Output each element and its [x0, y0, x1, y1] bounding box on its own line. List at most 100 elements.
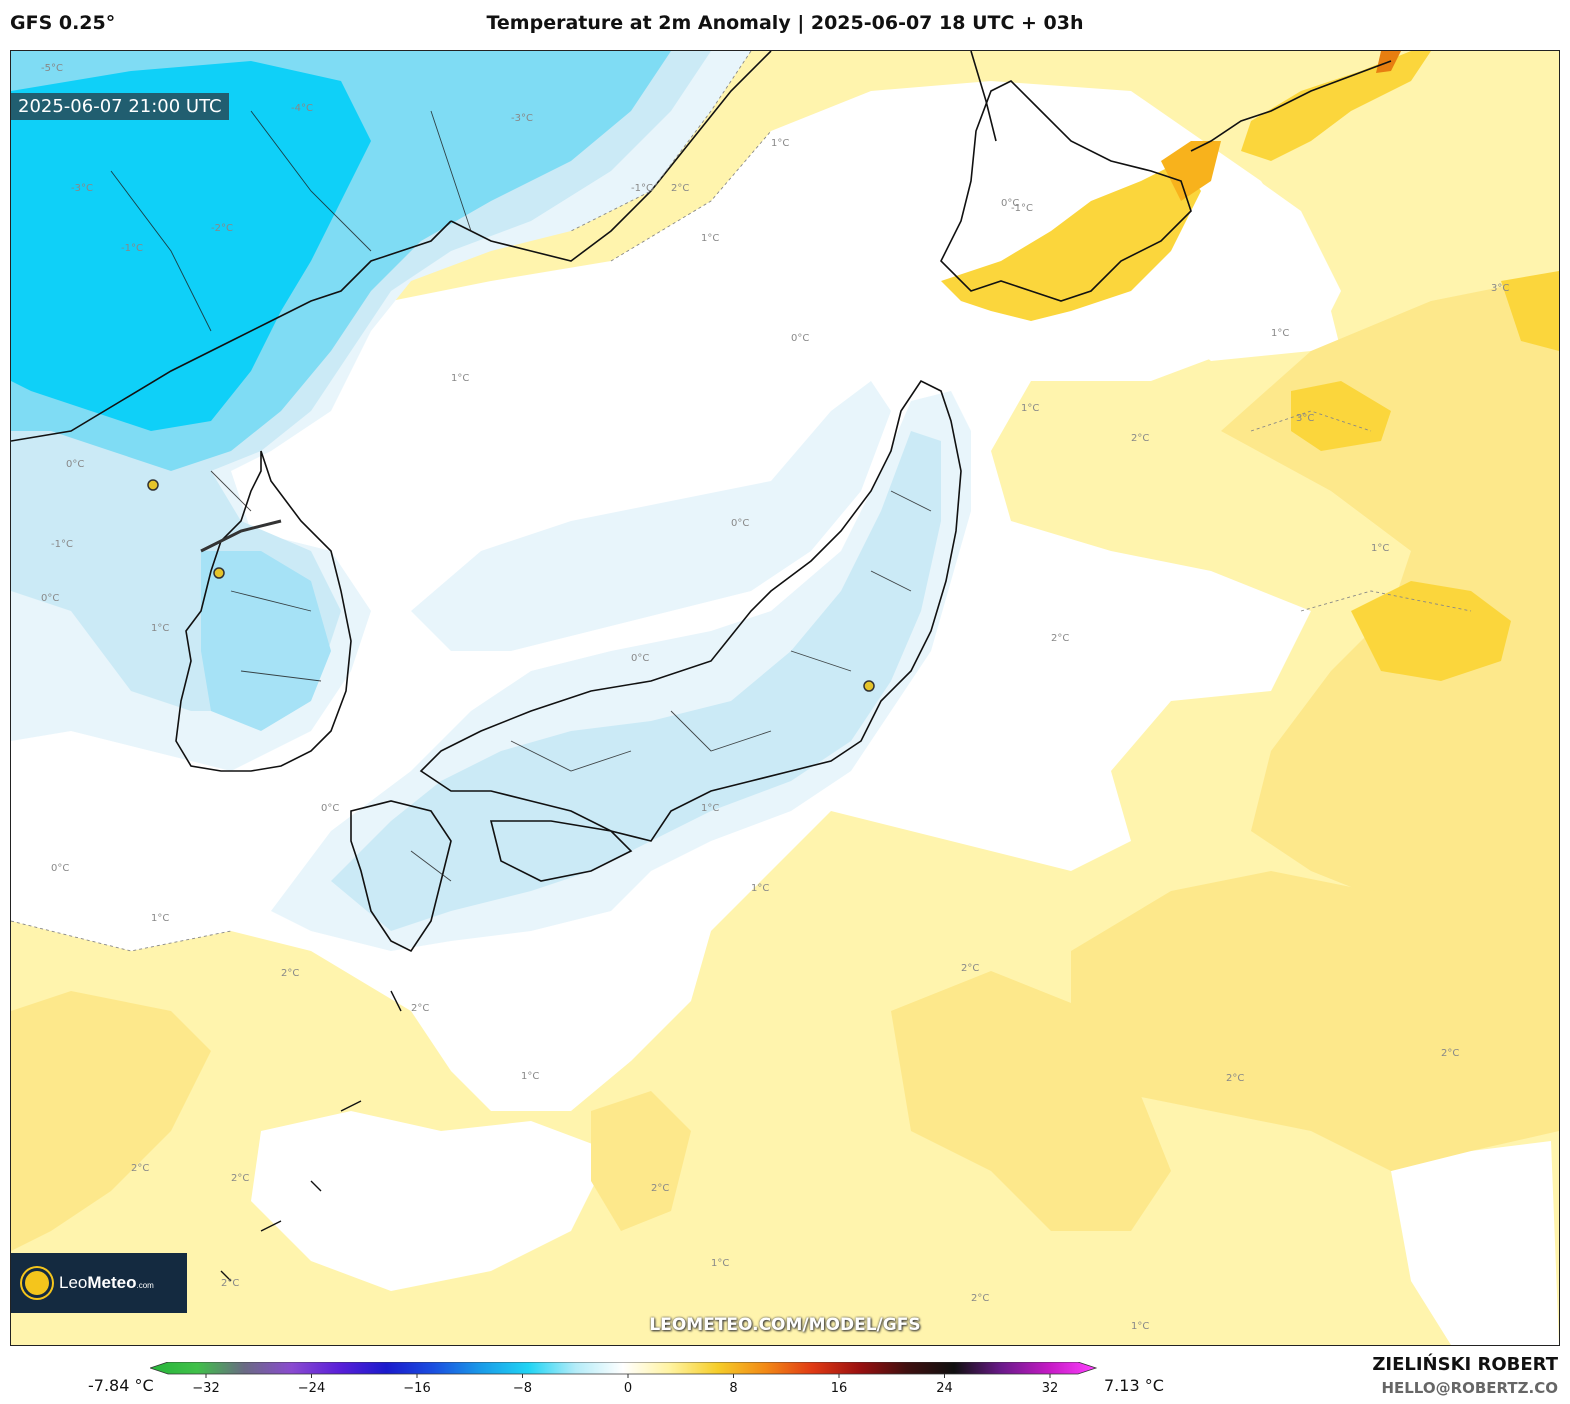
colorbar: −32 −24 −16 −8 0 8 16 24 32 [150, 1362, 1098, 1396]
shikoku-kyushu-coastline [350, 800, 633, 953]
contour-lines [11, 51, 1472, 952]
warm-patch-south-center [891, 971, 1171, 1231]
contour-label: 2°C [651, 1183, 669, 1194]
author-email[interactable]: HELLO@ROBERTZ.CO [1381, 1379, 1558, 1397]
contour-label: 1°C [701, 233, 719, 244]
contour-label: -3°C [71, 183, 93, 194]
warm-patch-southwest [11, 991, 211, 1251]
contour-label: 2°C [1051, 633, 1069, 644]
contour-label: 2°C [971, 1293, 989, 1304]
contour-label: 1°C [521, 1071, 539, 1082]
contour-label: 1°C [151, 623, 169, 634]
contour-label: -1°C [631, 183, 653, 194]
contour-label: 0°C [41, 593, 59, 604]
contour-label: 1°C [751, 883, 769, 894]
honshu-coastline [419, 379, 962, 842]
contour-label: 1°C [1271, 328, 1289, 339]
valid-time-label: 2025-06-07 21:00 UTC [11, 93, 229, 120]
contour-label: 1°C [1021, 403, 1039, 414]
admin-borders [110, 110, 932, 882]
cold-strong-zone [11, 61, 371, 431]
contour-label: 2°C [231, 1173, 249, 1184]
contour-label: -3°C [511, 113, 533, 124]
colorbar-tick-label: 8 [729, 1381, 737, 1396]
logo-prefix: Leo [59, 1273, 88, 1292]
warm-patch-east [1221, 281, 1559, 931]
logo-text: LeoMeteo.com [59, 1273, 154, 1293]
map-frame[interactable]: -5°C -4°C -3°C -1°C -2°C -3°C -1°C 2°C 1°C 1°C 1°C… [10, 50, 1560, 1346]
city-pyongyang[interactable] [147, 479, 159, 491]
contour-label: -1°C [1011, 203, 1033, 214]
city-tokyo[interactable] [863, 680, 875, 692]
warm-patch-far-east [1501, 271, 1559, 351]
mainland-coastline [450, 51, 772, 262]
contour-label: -4°C [291, 103, 313, 114]
contour-label: 2°C [281, 968, 299, 979]
warm-patch-south-small [591, 1091, 691, 1231]
colorbar-tick-label: 0 [624, 1381, 632, 1396]
contour-label: 1°C [1131, 1321, 1149, 1332]
contour-label: 2°C [1131, 433, 1149, 444]
contour-labels: -5°C -4°C -3°C -1°C -2°C -3°C -1°C 2°C 1°C 1°C 1°C… [41, 63, 1509, 1332]
warm-patch-southeast [1071, 871, 1559, 1171]
sakhalin-coastline [970, 51, 997, 142]
contour-label: 2°C [131, 1163, 149, 1174]
kuril-coastline [1190, 60, 1392, 152]
contour-label: 2°C [1226, 1073, 1244, 1084]
contour-label: 2°C [1441, 1048, 1459, 1059]
contour-label: 2°C [221, 1278, 239, 1289]
contour-label: -5°C [41, 63, 63, 74]
warm-patch-hokkaido [941, 161, 1201, 321]
neutral-zone-southeast [1391, 1141, 1559, 1345]
contour-label: 3°C [1296, 413, 1314, 424]
contour-label: 0°C [321, 803, 339, 814]
map-title: Temperature at 2m Anomaly | 2025-06-07 1… [486, 12, 1084, 34]
ryukyu-islands [220, 990, 402, 1282]
model-label: GFS 0.25° [10, 12, 116, 34]
contour-label: 1°C [701, 803, 719, 814]
colorbar-gradient [150, 1362, 1098, 1375]
neutral-zone-south [251, 1111, 611, 1291]
contour-label: 0°C [791, 333, 809, 344]
contour-label: 0°C [731, 518, 749, 529]
contour-label: 1°C [711, 1258, 729, 1269]
warm-patch-east-core2 [1291, 381, 1391, 451]
contour-label: 2°C [411, 1003, 429, 1014]
contour-label: 0°C [1001, 198, 1019, 209]
colorbar-tick-label: 32 [1042, 1381, 1059, 1396]
contour-label: 3°C [1491, 283, 1509, 294]
logo-suffix: .com [136, 1281, 154, 1290]
colorbar-tick-label: −8 [513, 1381, 532, 1396]
anomaly-map[interactable]: -5°C -4°C -3°C -1°C -2°C -3°C -1°C 2°C 1°C 1°C 1°C… [11, 51, 1559, 1345]
hot-patch-hokkaido [1161, 141, 1221, 201]
contour-label: 1°C [771, 138, 789, 149]
colorbar-ticks: −32 −24 −16 −8 0 8 16 24 32 [192, 1374, 1058, 1396]
hokkaido-coastline [940, 80, 1192, 302]
contour-label: -2°C [211, 223, 233, 234]
warm-patch-kuril [1241, 51, 1431, 161]
colorbar-tick-label: 16 [831, 1381, 848, 1396]
colorbar-tick-label: 24 [936, 1381, 953, 1396]
leometeo-logo[interactable]: LeoMeteo.com [11, 1253, 187, 1313]
watermark-url[interactable]: LEOMETEO.COM/MODEL/GFS [649, 1315, 921, 1335]
cold-light-japan [331, 431, 941, 931]
contour-label: 0°C [66, 459, 84, 470]
colorbar-area: -7.84 °C −32 −24 −16 −8 0 8 16 24 32 7.13 °C ZIE… [0, 1346, 1570, 1404]
contour-label: 2°C [671, 183, 689, 194]
contour-label: -1°C [121, 243, 143, 254]
sun-icon [25, 1271, 49, 1295]
north-korea-border [200, 519, 282, 553]
contour-label: -1°C [51, 539, 73, 550]
city-seoul[interactable] [213, 567, 225, 579]
colorbar-max-value: 7.13 °C [1104, 1376, 1164, 1395]
cold-faint-sea [411, 381, 891, 651]
contour-label: 1°C [1371, 543, 1389, 554]
colorbar-tick-label: −32 [192, 1381, 219, 1396]
warm-patch-east-core [1351, 581, 1511, 681]
logo-brand: Meteo [87, 1273, 137, 1292]
contour-label: 0°C [631, 653, 649, 664]
contour-label: 0°C [51, 863, 69, 874]
colorbar-min-value: -7.84 °C [88, 1376, 154, 1395]
colorbar-tick-label: −24 [298, 1381, 325, 1396]
cold-mid-korea [201, 551, 331, 731]
